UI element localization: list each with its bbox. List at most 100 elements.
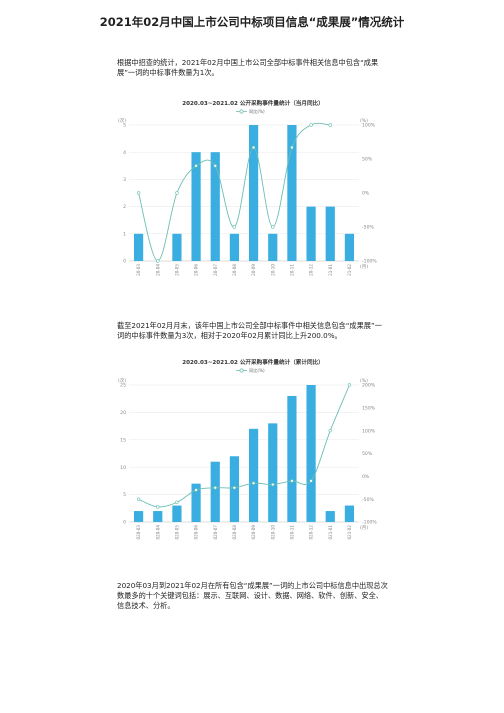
x-tick-label: 2020-03 bbox=[136, 264, 141, 276]
bar bbox=[268, 233, 278, 261]
paragraph-1: 根据中招查的统计，2021年02月中国上市公司全部中标事件相关信息中包含“成果展… bbox=[117, 58, 379, 77]
yoy-point bbox=[175, 500, 179, 505]
yoy-point bbox=[136, 497, 141, 501]
yoy-point bbox=[251, 481, 256, 485]
right-tick-label: -100% bbox=[362, 520, 377, 526]
bar bbox=[306, 206, 316, 261]
yoy-point bbox=[251, 145, 256, 150]
right-tick-label: 100% bbox=[362, 428, 376, 434]
right-tick-label: 200% bbox=[362, 383, 376, 389]
yoy-point bbox=[156, 259, 160, 263]
yoy-line bbox=[138, 122, 331, 262]
yoy-point bbox=[290, 479, 294, 483]
x-tick-label: 2021-02 bbox=[347, 264, 352, 276]
yoy-point bbox=[309, 479, 313, 483]
bar bbox=[344, 233, 355, 261]
bar bbox=[344, 505, 355, 522]
x-tick-label: 2020-07 bbox=[213, 264, 218, 276]
yoy-point bbox=[232, 486, 237, 490]
left-tick-label: 3 bbox=[123, 177, 126, 183]
paragraph-2: 截至2021年02月月末，该年中国上市公司全部中标事件中相关信息包含“成果展”一… bbox=[117, 321, 382, 340]
bar bbox=[306, 385, 316, 522]
left-tick-label: 10 bbox=[120, 465, 126, 471]
x-tick-label: 2020-09 bbox=[251, 264, 256, 276]
x-tick-label: 2020-12 bbox=[309, 525, 314, 540]
bar bbox=[172, 505, 182, 522]
left-tick-label: 0 bbox=[123, 520, 126, 526]
x-tick-label: 2020-11 bbox=[289, 525, 294, 540]
x-axis-unit: (月) bbox=[360, 525, 368, 531]
yoy-point bbox=[328, 428, 332, 433]
x-tick-label: 2020-10 bbox=[270, 264, 275, 276]
x-tick-label: 2020-08 bbox=[232, 264, 237, 276]
x-tick-label: 2020-05 bbox=[174, 525, 179, 540]
x-tick-label: 2020-11 bbox=[289, 264, 294, 276]
bar bbox=[153, 511, 163, 522]
x-tick-label: 2020-10 bbox=[270, 525, 275, 540]
yoy-point bbox=[213, 164, 217, 168]
x-tick-label: 2020-04 bbox=[155, 264, 160, 276]
chart-cumulative-svg: 2020.03~2021.02 公开采购事件量统计（累计同比）同比(%) (次) (… bbox=[118, 358, 377, 540]
right-tick-label: -50% bbox=[362, 225, 375, 231]
x-tick-label: 2020-07 bbox=[213, 525, 218, 540]
right-tick-label: 0% bbox=[362, 474, 370, 480]
bar bbox=[325, 206, 335, 261]
x-tick-label: 2020-06 bbox=[194, 525, 199, 540]
right-tick-label: 0% bbox=[362, 191, 370, 197]
bar bbox=[210, 461, 220, 522]
bar bbox=[191, 483, 201, 522]
yoy-point bbox=[328, 123, 332, 127]
yoy-point bbox=[175, 191, 179, 195]
yoy-point bbox=[232, 225, 237, 229]
left-tick-label: 2 bbox=[123, 204, 126, 210]
left-tick-label: 20 bbox=[120, 410, 126, 416]
bar bbox=[229, 233, 240, 261]
yoy-point bbox=[290, 145, 294, 150]
left-axis-unit: (次) bbox=[118, 377, 126, 384]
bar bbox=[287, 395, 297, 522]
bar bbox=[268, 423, 278, 522]
bar bbox=[287, 125, 297, 261]
right-tick-label: -100% bbox=[362, 259, 377, 265]
yoy-point bbox=[136, 191, 141, 195]
yoy-point bbox=[213, 486, 217, 490]
bar bbox=[248, 428, 259, 522]
left-tick-label: 4 bbox=[123, 150, 126, 156]
bar bbox=[133, 233, 144, 261]
left-axis-unit: (次) bbox=[118, 117, 126, 124]
right-axis-unit: (%) bbox=[360, 118, 368, 124]
yoy-point bbox=[347, 383, 352, 387]
chart-title: 2020.03~2021.02 公开采购事件量统计（当月同比） bbox=[182, 99, 324, 107]
chart-monthly-svg: 2020.03~2021.02 公开采购事件量统计（当月同比）同比(%) (次) (… bbox=[118, 99, 377, 276]
yoy-point bbox=[309, 123, 313, 127]
document-title: 2021年02月中国上市公司中标项目信息“成果展”情况统计 bbox=[99, 15, 405, 29]
legend-marker bbox=[239, 368, 244, 373]
right-tick-label: 150% bbox=[362, 405, 376, 411]
yoy-point bbox=[156, 505, 160, 509]
right-tick-label: -50% bbox=[362, 497, 375, 503]
x-tick-label: 2020-12 bbox=[309, 264, 314, 276]
bar bbox=[248, 125, 259, 261]
bar bbox=[133, 511, 144, 522]
bar bbox=[210, 152, 220, 261]
x-tick-label: 2021-01 bbox=[328, 525, 333, 540]
x-tick-label: 2020-03 bbox=[136, 525, 141, 540]
chart-title: 2020.03~2021.02 公开采购事件量统计（累计同比） bbox=[182, 358, 324, 366]
paragraph-3: 2020年03月到2021年02月在所有包含“成果展”一词的上市公司中标信息中出… bbox=[117, 581, 388, 610]
x-tick-label: 2021-02 bbox=[347, 525, 352, 540]
right-tick-label: 50% bbox=[362, 451, 373, 457]
x-tick-label: 2020-09 bbox=[251, 525, 256, 540]
right-tick-label: 100% bbox=[362, 123, 376, 129]
x-tick-label: 2020-06 bbox=[194, 264, 199, 276]
bar bbox=[325, 511, 335, 522]
bar bbox=[191, 152, 201, 261]
left-tick-label: 5 bbox=[123, 123, 126, 129]
x-tick-label: 2020-04 bbox=[155, 525, 160, 540]
right-tick-label: 50% bbox=[362, 157, 373, 163]
left-tick-label: 25 bbox=[120, 383, 126, 389]
chart-monthly-yoy: 2020.03~2021.02 公开采购事件量统计（当月同比） 同比(%) (次) (… bbox=[116, 98, 391, 276]
bar bbox=[172, 233, 182, 261]
right-axis-unit: (%) bbox=[360, 378, 368, 384]
legend-marker bbox=[239, 109, 244, 114]
x-tick-label: 2021-01 bbox=[328, 264, 333, 276]
